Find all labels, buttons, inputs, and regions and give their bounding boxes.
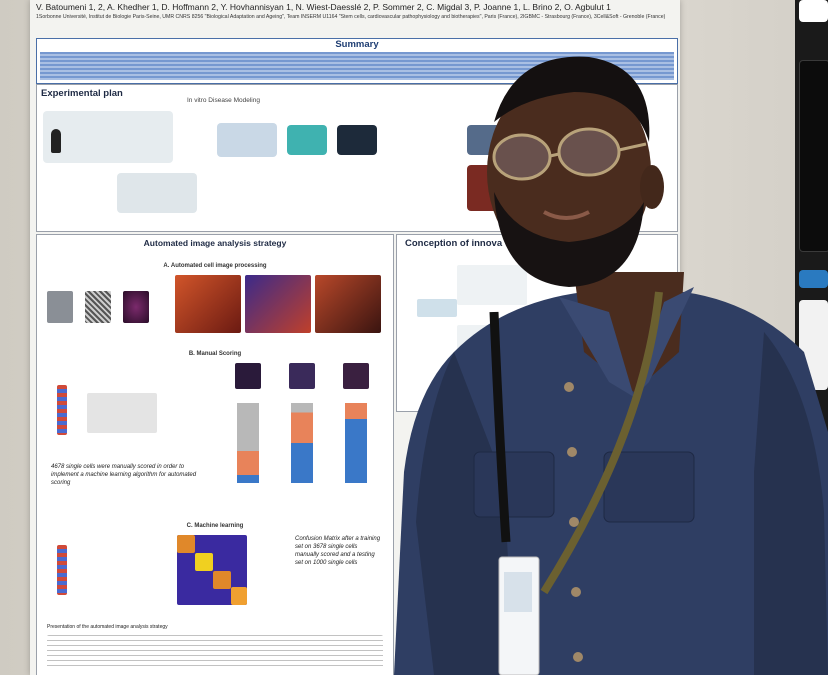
chest-pocket bbox=[603, 451, 695, 523]
example-cell-2 bbox=[289, 363, 315, 389]
matrix-cell-3 bbox=[213, 571, 231, 589]
scored-cells-strip bbox=[57, 545, 67, 595]
poster-affiliations: 1Sorbonne Université, Institut de Biolog… bbox=[36, 14, 666, 20]
hydrogel-conception-diagram bbox=[457, 265, 527, 305]
experimental-plan-title: Experimental plan bbox=[41, 88, 123, 99]
button-icon bbox=[564, 382, 574, 392]
poster-edge-dark bbox=[799, 60, 828, 252]
stacked-bar-2 bbox=[291, 403, 313, 483]
example-cell-1 bbox=[235, 363, 261, 389]
batch-strip bbox=[57, 385, 67, 435]
conception-title: Conception of innova bbox=[405, 238, 503, 249]
chest-pocket-left bbox=[473, 451, 555, 518]
poster-edge-blue bbox=[799, 270, 828, 288]
plate-stack-icon bbox=[47, 291, 73, 323]
example-cell-3 bbox=[343, 363, 369, 389]
presenter-person bbox=[394, 56, 828, 675]
patient-silhouette-icon bbox=[51, 129, 61, 153]
micrograph-3 bbox=[315, 275, 381, 333]
hydrogel-diagram bbox=[217, 123, 277, 157]
hair bbox=[494, 56, 650, 142]
caption-text-block bbox=[47, 635, 383, 669]
poster-authors: V. Batoumeni 1, 2, A. Khedher 1, D. Hoff… bbox=[36, 2, 611, 12]
automated-analysis-panel: Automated image analysis strategy A. Aut… bbox=[36, 234, 394, 675]
plate-icon-dark bbox=[337, 125, 377, 155]
scoring-diagram bbox=[87, 393, 157, 433]
matrix-cell-1 bbox=[177, 535, 195, 553]
ear bbox=[640, 165, 664, 209]
segmentation-image bbox=[85, 291, 111, 323]
cell-culture-diagram bbox=[117, 173, 197, 213]
micrograph-2 bbox=[245, 275, 311, 333]
matrix-cell-2 bbox=[195, 553, 213, 571]
badge-logo bbox=[504, 572, 532, 612]
stacked-bar-1 bbox=[237, 403, 259, 483]
section-b-heading: B. Manual Scoring bbox=[188, 351, 242, 357]
micrograph-1 bbox=[175, 275, 241, 333]
button-icon bbox=[567, 447, 577, 457]
workflow-diagram bbox=[43, 111, 173, 163]
lanyard-right bbox=[540, 291, 663, 595]
glasses-icon bbox=[492, 127, 647, 181]
head bbox=[487, 72, 651, 272]
substrate-diagram bbox=[417, 299, 457, 317]
section-c-heading: C. Machine learning bbox=[186, 523, 244, 529]
left-arm bbox=[416, 352, 514, 675]
single-cell-image bbox=[123, 291, 149, 323]
confusion-matrix-note: Confusion Matrix after a training set on… bbox=[295, 536, 381, 566]
summary-title: Summary bbox=[335, 39, 379, 50]
beard bbox=[494, 192, 644, 287]
collar-left bbox=[559, 297, 634, 397]
manual-scoring-note: 4678 single cells were manually scored i… bbox=[51, 464, 197, 486]
collar-right bbox=[634, 287, 694, 397]
stacked-bar-3 bbox=[345, 403, 367, 483]
section-a-heading: A. Automated cell image processing bbox=[163, 263, 267, 269]
right-arm bbox=[754, 332, 828, 675]
plate-icon bbox=[287, 125, 327, 155]
experimental-plan-subtitle: In vitro Disease Modeling bbox=[187, 97, 260, 104]
automated-analysis-title: Automated image analysis strategy bbox=[143, 238, 287, 248]
smile bbox=[543, 210, 590, 220]
poster-edge-white bbox=[799, 0, 828, 22]
matrix-cell-4 bbox=[231, 587, 247, 605]
lanyard-left bbox=[489, 311, 511, 543]
button-icon bbox=[571, 587, 581, 597]
button-icon bbox=[573, 652, 583, 662]
button-icon bbox=[569, 517, 579, 527]
figure-caption: Presentation of the automated image anal… bbox=[47, 624, 168, 630]
